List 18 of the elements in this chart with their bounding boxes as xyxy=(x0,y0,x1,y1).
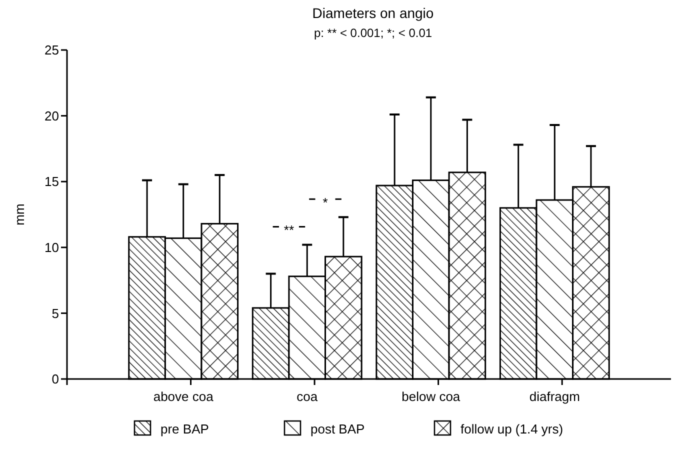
x-tick-label: coa xyxy=(296,389,318,404)
y-axis-title: mm xyxy=(12,204,27,226)
x-tick-label: diafragm xyxy=(529,389,580,404)
y-tick-label: 10 xyxy=(44,240,59,255)
y-tick-label: 20 xyxy=(44,108,59,124)
chart-title: Diameters on angio xyxy=(312,5,434,21)
annotation: * xyxy=(322,194,328,210)
x-tick-label: above coa xyxy=(153,389,214,404)
legend-label: post BAP xyxy=(310,422,365,437)
legend-label: pre BAP xyxy=(160,422,209,437)
y-tick-label: 15 xyxy=(44,174,59,190)
y-tick-label: 0 xyxy=(52,372,59,387)
x-tick-label: below coa xyxy=(402,389,461,404)
y-tick-label: 25 xyxy=(44,42,59,58)
chart-subtitle: p: ** < 0.001; *; < 0.01 xyxy=(314,26,432,40)
annotation: ** xyxy=(284,222,294,238)
y-tick-label: 5 xyxy=(52,306,59,321)
legend-label: follow up (1.4 yrs) xyxy=(460,422,564,437)
